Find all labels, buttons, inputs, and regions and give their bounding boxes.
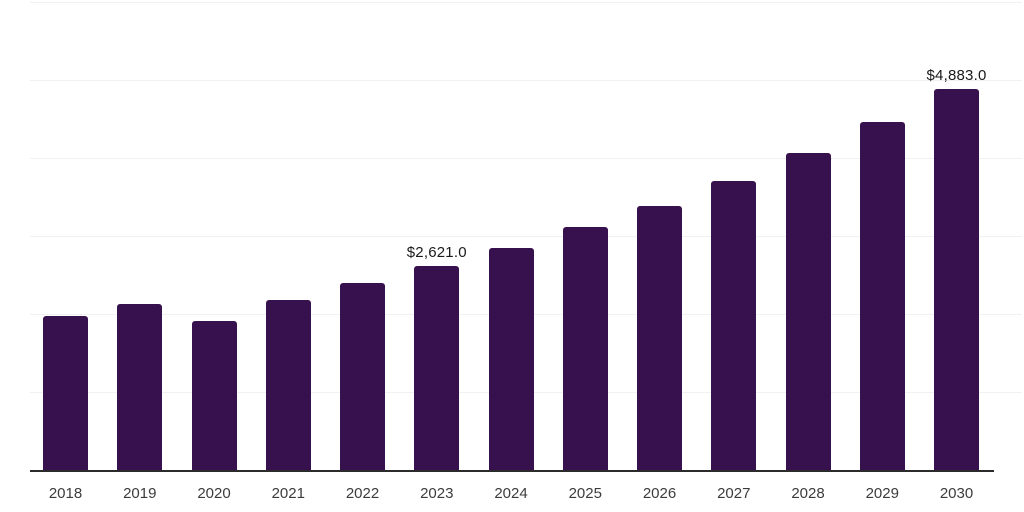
bar-2029[interactable] <box>859 122 905 470</box>
bar-2020[interactable] <box>191 321 237 470</box>
x-tick-label-2023: 2023 <box>420 485 454 502</box>
x-tick-label-2021: 2021 <box>271 485 305 502</box>
data-label-2023: $2,621.0 <box>406 243 467 261</box>
gridline <box>30 236 1022 237</box>
x-tick-label-2020: 2020 <box>197 485 231 502</box>
bar-2024[interactable] <box>488 248 534 470</box>
gridline <box>30 2 1022 3</box>
x-tick-label-2019: 2019 <box>123 485 157 502</box>
gridline <box>30 80 1022 81</box>
x-axis-line <box>30 470 994 472</box>
x-tick-label-2030: 2030 <box>939 485 974 502</box>
bar-2026[interactable] <box>637 205 682 470</box>
x-tick-label-2028: 2028 <box>791 485 825 502</box>
x-tick-label-2022: 2022 <box>345 485 380 502</box>
x-tick-label-2018: 2018 <box>48 485 83 502</box>
x-tick-label-2026: 2026 <box>642 485 677 502</box>
x-tick-label-2024: 2024 <box>494 485 528 502</box>
gridline <box>30 158 1022 159</box>
bar-2023[interactable] <box>414 265 460 470</box>
x-tick-label-2027: 2027 <box>717 485 751 502</box>
bar-2022[interactable] <box>340 283 385 470</box>
x-tick-label-2029: 2029 <box>865 485 899 502</box>
bar-2028[interactable] <box>785 152 831 470</box>
bar-2021[interactable] <box>265 299 311 470</box>
bar-2027[interactable] <box>711 180 757 470</box>
bar-2019[interactable] <box>117 304 163 470</box>
data-label-2030: $4,883.0 <box>926 67 987 85</box>
bar-2030[interactable] <box>934 89 979 470</box>
x-tick-label-2025: 2025 <box>568 485 602 502</box>
bar-2025[interactable] <box>562 227 608 470</box>
bar-2018[interactable] <box>43 316 88 470</box>
